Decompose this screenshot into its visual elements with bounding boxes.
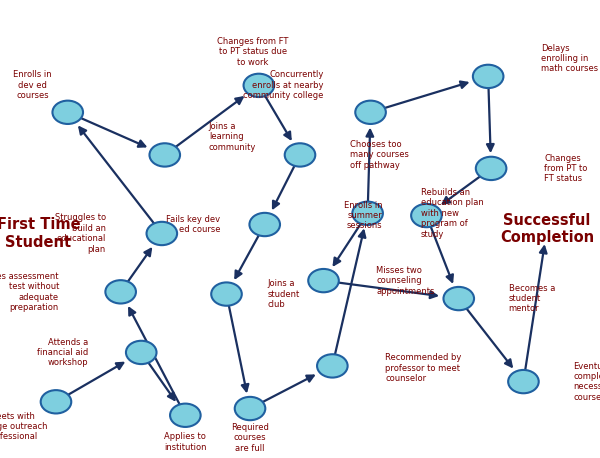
Text: Chooses too
many courses
off pathway: Chooses too many courses off pathway	[350, 140, 409, 170]
Circle shape	[244, 74, 274, 97]
Text: Enrolls in
dev ed
courses: Enrolls in dev ed courses	[13, 71, 52, 100]
Circle shape	[317, 354, 347, 377]
Text: Joins a
learning
community: Joins a learning community	[209, 122, 256, 152]
Circle shape	[235, 397, 265, 420]
Circle shape	[211, 283, 242, 306]
Circle shape	[106, 280, 136, 304]
Text: Joins a
student
club: Joins a student club	[268, 279, 300, 309]
Text: Changes from FT
to PT status due
to work: Changes from FT to PT status due to work	[217, 37, 289, 66]
Circle shape	[411, 204, 442, 227]
Circle shape	[476, 157, 506, 180]
Text: Required
courses
are full: Required courses are full	[231, 423, 269, 453]
Text: Struggles to
build an
educational
plan: Struggles to build an educational plan	[55, 213, 106, 254]
Text: Attends a
financial aid
workshop: Attends a financial aid workshop	[37, 338, 88, 367]
Text: Eventually
completes
necessary
coursework: Eventually completes necessary coursewor…	[574, 361, 600, 402]
Circle shape	[355, 101, 386, 124]
Circle shape	[443, 287, 474, 310]
Text: Enrolls in
summer
sessions: Enrolls in summer sessions	[344, 201, 382, 230]
Circle shape	[285, 143, 315, 167]
Text: Becomes a
student
mentor: Becomes a student mentor	[509, 284, 555, 313]
Text: Delays
enrolling in
math courses: Delays enrolling in math courses	[541, 44, 598, 73]
Text: Successful
Completion: Successful Completion	[500, 213, 594, 245]
Text: Changes
from PT to
FT status: Changes from PT to FT status	[544, 153, 587, 183]
Text: Takes assessment
test without
adequate
preparation: Takes assessment test without adequate p…	[0, 272, 59, 312]
Text: First Time
Student: First Time Student	[0, 217, 80, 250]
Text: Concurrently
enrolls at nearby
community college: Concurrently enrolls at nearby community…	[243, 71, 323, 100]
Text: Fails key dev
ed course: Fails key dev ed course	[166, 215, 221, 234]
Text: Misses two
counseling
appointments: Misses two counseling appointments	[376, 266, 435, 295]
Circle shape	[41, 390, 71, 414]
Text: Rebuilds an
education plan
with new
program of
study: Rebuilds an education plan with new prog…	[421, 188, 483, 239]
Text: Meets with
college outreach
professional: Meets with college outreach professional	[0, 412, 47, 442]
Circle shape	[126, 341, 157, 364]
Circle shape	[508, 370, 539, 393]
Text: Recommended by
professor to meet
counselor: Recommended by professor to meet counsel…	[385, 353, 461, 383]
Circle shape	[250, 213, 280, 236]
Circle shape	[352, 202, 383, 225]
Circle shape	[308, 269, 339, 292]
Text: Applies to
institution: Applies to institution	[164, 432, 206, 452]
Circle shape	[146, 222, 177, 245]
Circle shape	[473, 65, 503, 88]
Circle shape	[149, 143, 180, 167]
Circle shape	[170, 403, 200, 427]
Circle shape	[52, 101, 83, 124]
